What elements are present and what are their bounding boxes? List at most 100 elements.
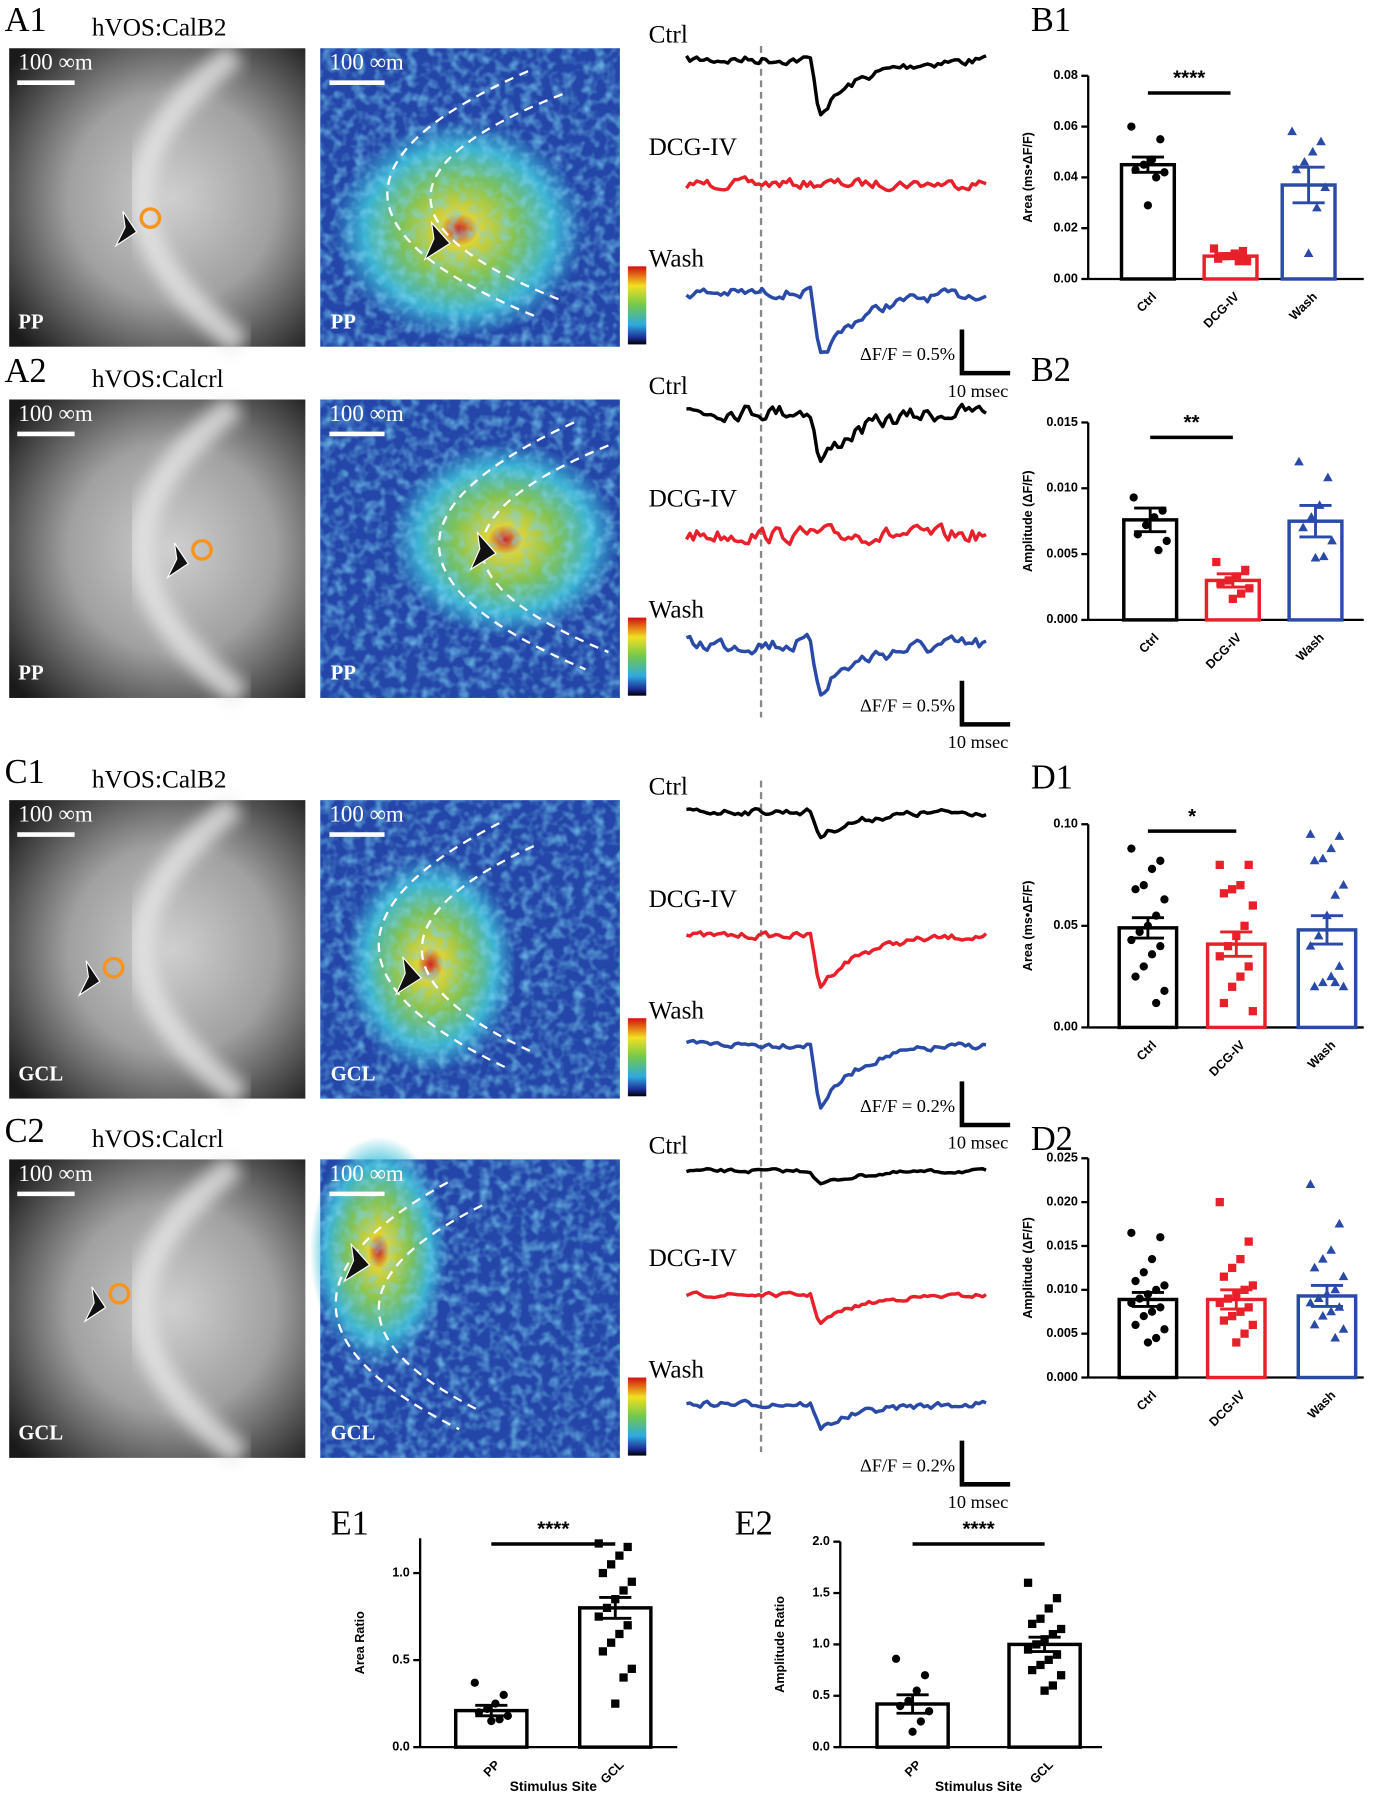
error-bar: [1214, 252, 1247, 261]
y-tick-label: 0.5: [812, 1688, 830, 1702]
data-point: [1131, 885, 1140, 894]
data-point: [1298, 522, 1308, 532]
error-bar: [1310, 914, 1344, 946]
panel-label: C1: [5, 753, 45, 791]
data-point: [1154, 546, 1163, 555]
trace-label: DCG-IV: [649, 1244, 737, 1272]
data-point: [904, 1696, 913, 1706]
arrowhead: [166, 542, 190, 580]
data-point: [1147, 1307, 1157, 1316]
y-tick-label: 0.010: [1046, 481, 1078, 495]
x-tick-label: GCL: [1027, 1758, 1056, 1787]
trace-label: Wash: [649, 996, 705, 1024]
scale-bar-label: 100 ∞m: [18, 401, 92, 426]
y-axis-label: Amplitude Ratio: [773, 1596, 787, 1693]
x-axis-label: Stimulus Site: [510, 1779, 598, 1794]
x-tick-label: DCG-IV: [1201, 289, 1243, 331]
data-point: [1228, 885, 1237, 894]
data-point: [615, 1629, 624, 1639]
data-point: [1156, 135, 1165, 144]
y-tick-label: 0.0: [392, 1739, 410, 1753]
y-tick-label: 0.010: [1046, 1282, 1078, 1296]
error-bar: [1131, 155, 1164, 174]
chart-label: B2: [1031, 351, 1071, 389]
panel-label: A1: [5, 1, 47, 39]
data-point: [1306, 512, 1317, 521]
heatmap-noise: [320, 1159, 620, 1458]
trace-label: Ctrl: [649, 21, 688, 49]
data-point: [1338, 1271, 1349, 1281]
data-point: [1223, 942, 1233, 951]
data-point: [1232, 572, 1242, 581]
data-point: [1334, 1218, 1345, 1228]
data-point: [1219, 1316, 1229, 1325]
data-point: [1240, 1329, 1249, 1338]
data-point: [1318, 977, 1328, 987]
data-point: [1323, 472, 1333, 482]
data-point: [1028, 1619, 1037, 1629]
x-tick-label: DCG-IV: [1207, 1038, 1249, 1080]
data-point: [1215, 1298, 1224, 1308]
y-tick-label: 2.0: [812, 1534, 830, 1548]
amplitude-scale: ΔF/F = 0.5%: [860, 695, 955, 715]
data-point: [1326, 843, 1336, 853]
region-label: PP: [18, 663, 44, 685]
data-point: [594, 1612, 603, 1621]
y-tick-label: 0.04: [1053, 170, 1078, 184]
error-bar: [896, 1693, 929, 1715]
bar: [1122, 518, 1179, 622]
data-point: [1139, 962, 1148, 971]
trace: [686, 402, 987, 464]
heatmap-noise: [320, 800, 620, 1099]
data-point: [1236, 1307, 1245, 1316]
data-point: [598, 1568, 608, 1578]
data-point: [1240, 921, 1249, 930]
data-point: [1056, 1624, 1066, 1634]
x-tick-label: Wash: [1305, 1038, 1338, 1071]
arrowhead: [114, 210, 138, 248]
error-bar: [1310, 1284, 1344, 1308]
y-tick-label: 1.5: [812, 1585, 830, 1599]
time-scale: 10 msec: [948, 732, 1009, 752]
data-point: [623, 1542, 632, 1552]
amplitude-scale: ΔF/F = 0.2%: [860, 1096, 955, 1116]
x-tick-label: PP: [481, 1758, 503, 1780]
y-tick-label: 0.025: [1046, 1151, 1078, 1165]
data-point: [1023, 1645, 1033, 1654]
region-label: GCL: [18, 1063, 63, 1085]
error-bar: [1299, 503, 1332, 539]
data-point: [1152, 1333, 1161, 1343]
y-tick-label: 0.0: [812, 1739, 830, 1753]
scale-bar-label: 100 ∞m: [329, 401, 403, 426]
trace-label: Wash: [649, 596, 705, 624]
scale-bar-label: 100 ∞m: [18, 801, 92, 826]
data-point: [1299, 156, 1310, 166]
error-bar: [1028, 1635, 1061, 1654]
data-point: [1305, 829, 1316, 838]
data-point: [1215, 860, 1224, 870]
data-point: [1338, 981, 1349, 991]
y-axis-label: Amplitude (ΔF/F): [1021, 1217, 1035, 1319]
arrowhead: [469, 530, 497, 571]
data-point: [1244, 1237, 1253, 1246]
time-scale: 10 msec: [948, 1133, 1009, 1153]
y-tick-label: 0.015: [1046, 415, 1078, 429]
panel-label: C2: [5, 1112, 45, 1150]
bar: [1117, 926, 1179, 1030]
amplitude-scale: ΔF/F = 0.5%: [860, 344, 955, 364]
data-point: [1244, 962, 1253, 971]
chart-label: D2: [1031, 1120, 1073, 1158]
data-point: [1248, 1320, 1257, 1330]
significance-label: ****: [1173, 67, 1206, 90]
data-point: [1127, 1298, 1136, 1308]
x-tick-label: Wash: [1294, 631, 1327, 664]
gray-image: [9, 399, 306, 698]
data-point: [1248, 1281, 1257, 1290]
data-point: [891, 1654, 901, 1663]
data-point: [1294, 456, 1304, 466]
y-tick-label: 1.0: [392, 1565, 410, 1579]
data-point: [1291, 164, 1302, 174]
arrowhead: [83, 1286, 107, 1323]
error-bar: [1220, 930, 1253, 958]
